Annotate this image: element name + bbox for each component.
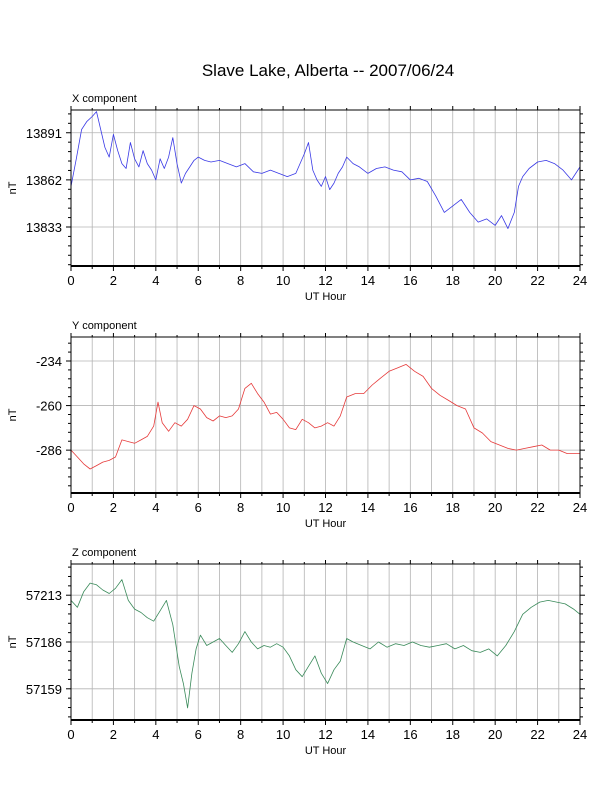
x-tick-label: 20 (488, 727, 502, 742)
x-tick-label: 0 (67, 273, 74, 288)
y-tick-label: 57159 (26, 682, 62, 697)
x-tick-label: 16 (403, 727, 417, 742)
x-tick-label: 0 (67, 727, 74, 742)
x-tick-label: 18 (446, 727, 460, 742)
panel-title: Y component (72, 320, 137, 332)
x-tick-label: 22 (530, 727, 544, 742)
x-tick-label: 10 (276, 273, 290, 288)
y-tick-label: 13891 (26, 126, 62, 141)
x-tick-label: 8 (237, 500, 244, 515)
panel-title: X component (72, 93, 137, 105)
x-tick-label: 4 (152, 273, 159, 288)
x-tick-label: 24 (573, 500, 587, 515)
y-tick-label: -234 (36, 354, 62, 369)
x-tick-label: 22 (530, 500, 544, 515)
x-tick-label: 14 (361, 273, 375, 288)
x-tick-label: 4 (152, 727, 159, 742)
x-tick-label: 4 (152, 500, 159, 515)
y-tick-label: 13862 (26, 173, 62, 188)
x-tick-label: 20 (488, 500, 502, 515)
x-tick-label: 8 (237, 727, 244, 742)
y-axis-label: nT (7, 635, 19, 648)
x-tick-label: 12 (318, 273, 332, 288)
x-tick-label: 18 (446, 273, 460, 288)
panel-title: Z component (72, 547, 136, 559)
x-tick-label: 6 (195, 500, 202, 515)
x-tick-label: 14 (361, 500, 375, 515)
x-axis-label: UT Hour (305, 291, 347, 303)
x-tick-label: 6 (195, 727, 202, 742)
x-tick-label: 16 (403, 273, 417, 288)
x-tick-label: 10 (276, 500, 290, 515)
series-line (70, 363, 580, 470)
y-axis-label: nT (7, 408, 19, 421)
x-tick-label: 24 (573, 727, 587, 742)
x-tick-label: 2 (110, 500, 117, 515)
x-tick-label: 12 (318, 500, 332, 515)
x-tick-label: 20 (488, 273, 502, 288)
y-axis-label: nT (7, 181, 19, 194)
y-tick-label: 57213 (26, 588, 62, 603)
chart-title: Slave Lake, Alberta -- 2007/06/24 (202, 61, 454, 80)
x-tick-label: 10 (276, 727, 290, 742)
x-tick-label: 0 (67, 500, 74, 515)
x-tick-label: 8 (237, 273, 244, 288)
x-tick-label: 2 (110, 727, 117, 742)
x-tick-label: 16 (403, 500, 417, 515)
x-tick-label: 22 (530, 273, 544, 288)
x-tick-label: 12 (318, 727, 332, 742)
x-tick-label: 18 (446, 500, 460, 515)
series-line (70, 111, 581, 230)
x-tick-label: 24 (573, 273, 587, 288)
x-tick-label: 2 (110, 273, 117, 288)
y-tick-label: 57186 (26, 635, 62, 650)
y-tick-label: -286 (36, 443, 62, 458)
series-line (70, 579, 581, 709)
x-axis-label: UT Hour (305, 518, 347, 530)
y-tick-label: -260 (36, 399, 62, 414)
x-axis-label: UT Hour (305, 745, 347, 757)
y-tick-label: 13833 (26, 220, 62, 235)
x-tick-label: 14 (361, 727, 375, 742)
x-tick-label: 6 (195, 273, 202, 288)
